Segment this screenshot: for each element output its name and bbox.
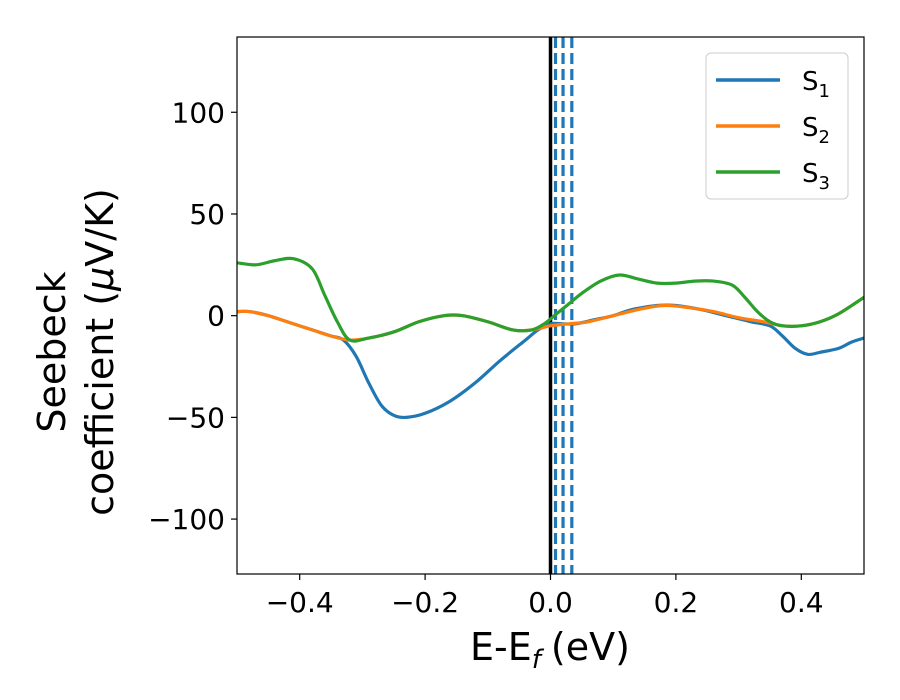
vertical-reference-lines — [548, 37, 574, 574]
series-lines — [237, 256, 864, 420]
x-tick-label: 0.2 — [654, 586, 699, 619]
legend-label-s1: S1 — [802, 67, 830, 102]
x-axis-ticks: −0.4 −0.2 0.0 0.2 0.4 — [266, 574, 824, 619]
y-tick-label: 0 — [207, 300, 225, 333]
y-tick-label: 100 — [172, 96, 225, 129]
x-tick-label: 0.0 — [528, 586, 573, 619]
y-axis-ticks: −100 −50 0 50 100 — [148, 96, 237, 536]
legend: S1 S2 S3 — [705, 52, 849, 200]
x-axis-label: E-Ef (eV) — [470, 625, 630, 675]
x-axis-label-subscript: f — [532, 645, 545, 675]
x-axis-label-unit: (eV) — [551, 625, 630, 669]
y-tick-label: −50 — [166, 401, 225, 434]
y-axis-label-line2: coefficient (μV/K) — [78, 188, 122, 516]
series-line-s3 — [237, 256, 864, 343]
y-tick-label: −100 — [148, 503, 225, 536]
y-axis-label-line1: Seebeck — [30, 271, 74, 432]
x-tick-label: −0.4 — [266, 586, 334, 619]
legend-label-s2: S2 — [802, 113, 830, 148]
y-tick-label: 50 — [189, 198, 225, 231]
x-tick-label: −0.2 — [391, 586, 459, 619]
legend-label-s3: S3 — [802, 159, 830, 194]
series-line-s2 — [237, 295, 864, 342]
x-tick-label: 0.4 — [779, 586, 824, 619]
